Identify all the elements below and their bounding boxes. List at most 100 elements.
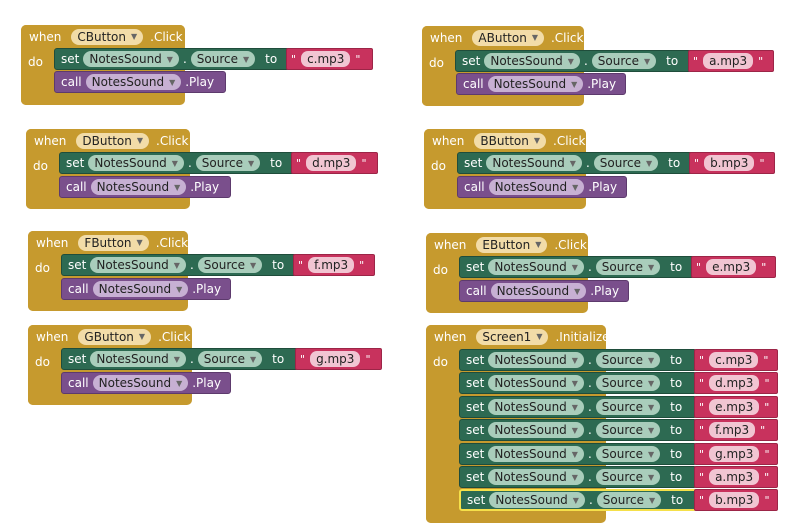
component-dropdown[interactable]: NotesSound ▼ [488,422,584,438]
text-block[interactable]: " f.mp3 " [293,254,375,276]
call-play-block[interactable]: call NotesSound ▼ .Play [456,73,626,95]
text-value[interactable]: d.mp3 [709,375,760,391]
property-dropdown[interactable]: Source ▼ [595,399,661,415]
text-value[interactable]: g.mp3 [310,351,361,367]
event-name: .Click [158,329,191,344]
text-value[interactable]: d.mp3 [306,155,357,171]
set-source-block[interactable]: set NotesSound ▼ . Source ▼ to [61,254,297,276]
text-block[interactable]: " g.mp3 " [295,348,382,370]
text-block[interactable]: " e.mp3 " [694,396,778,418]
text-block[interactable]: " e.mp3 " [691,256,776,278]
dropdown-arrow-icon: ▼ [571,472,578,482]
set-source-block[interactable]: set NotesSound ▼ . Source ▼ to [54,48,290,70]
property-dropdown[interactable]: Source ▼ [190,51,256,67]
set-source-block[interactable]: set NotesSound ▼ . Source ▼ to [455,50,692,72]
property-dropdown[interactable]: Source ▼ [197,351,263,367]
call-play-block[interactable]: call NotesSound ▼ .Play [61,278,231,300]
dot-label: . [187,156,192,170]
component-dropdown[interactable]: NotesSound ▼ [85,74,182,90]
text-block[interactable]: " b.mp3 " [694,489,778,511]
set-source-block[interactable]: set NotesSound ▼. Source ▼ to [459,396,697,418]
component-dropdown[interactable]: NotesSound ▼ [90,351,186,367]
set-source-block[interactable]: set NotesSound ▼. Source ▼ to [459,419,697,441]
component-dropdown[interactable]: BButton ▼ [474,132,547,149]
text-value[interactable]: a.mp3 [703,53,754,69]
component-dropdown[interactable]: NotesSound ▼ [488,179,585,195]
call-play-block[interactable]: call NotesSound ▼ .Play [54,71,226,93]
dot-label: . [587,423,592,437]
property-dropdown[interactable]: Source ▼ [595,352,661,368]
set-source-block[interactable]: set NotesSound ▼ . Source ▼ to [457,152,693,174]
component-dropdown[interactable]: NotesSound ▼ [484,53,580,69]
component-dropdown[interactable]: FButton ▼ [78,234,149,251]
component-dropdown[interactable]: GButton ▼ [78,328,152,345]
component-dropdown[interactable]: NotesSound ▼ [488,399,584,415]
text-value[interactable]: a.mp3 [709,469,760,485]
component-dropdown[interactable]: NotesSound ▼ [488,469,584,485]
property-dropdown[interactable]: Source ▼ [595,446,661,462]
set-source-block[interactable]: set NotesSound ▼. Source ▼ to [459,349,697,371]
set-source-block[interactable]: set NotesSound ▼. Source ▼ to [459,466,697,488]
text-block[interactable]: " d.mp3 " [694,372,778,394]
component-dropdown[interactable]: NotesSound ▼ [88,155,184,171]
text-block[interactable]: " g.mp3 " [694,443,778,465]
component-dropdown[interactable]: NotesSound ▼ [90,257,186,273]
text-value[interactable]: c.mp3 [709,352,759,368]
text-value[interactable]: b.mp3 [704,155,755,171]
component-dropdown[interactable]: NotesSound ▼ [488,352,584,368]
component-dropdown[interactable]: Screen1 ▼ [476,328,549,345]
quote-icon: " [759,156,765,170]
set-source-block[interactable]: set NotesSound ▼. Source ▼ to [459,489,697,511]
property-dropdown[interactable]: Source ▼ [591,53,657,69]
component-dropdown[interactable]: NotesSound ▼ [488,446,584,462]
component-dropdown[interactable]: EButton ▼ [476,236,548,253]
set-source-block[interactable]: set NotesSound ▼. Source ▼ to [459,372,697,394]
component-dropdown[interactable]: NotesSound ▼ [489,492,585,508]
property-dropdown[interactable]: Source ▼ [595,375,661,391]
text-value[interactable]: e.mp3 [706,259,757,275]
set-source-block[interactable]: set NotesSound ▼ . Source ▼ to [459,256,695,278]
text-value[interactable]: b.mp3 [709,492,760,508]
component-dropdown[interactable]: NotesSound ▼ [487,76,584,92]
property-dropdown[interactable]: Source ▼ [595,422,661,438]
text-value[interactable]: e.mp3 [709,399,760,415]
property-dropdown[interactable]: Source ▼ [596,492,662,508]
component-dropdown[interactable]: NotesSound ▼ [92,375,189,391]
property-dropdown[interactable]: Source ▼ [593,155,659,171]
component-dropdown[interactable]: NotesSound ▼ [486,155,582,171]
component-dropdown[interactable]: NotesSound ▼ [90,179,187,195]
set-source-block[interactable]: set NotesSound ▼. Source ▼ to [459,443,697,465]
property-dropdown[interactable]: Source ▼ [595,259,661,275]
text-block[interactable]: " f.mp3 " [694,419,778,441]
text-block[interactable]: " a.mp3 " [694,466,778,488]
component-dropdown[interactable]: DButton ▼ [76,132,150,149]
component-dropdown[interactable]: NotesSound ▼ [83,51,179,67]
text-value[interactable]: f.mp3 [709,422,756,438]
component-dropdown[interactable]: NotesSound ▼ [488,375,584,391]
property-dropdown[interactable]: Source ▼ [195,155,261,171]
text-block[interactable]: " a.mp3 " [688,50,774,72]
component-dropdown[interactable]: NotesSound ▼ [490,283,587,299]
text-value[interactable]: f.mp3 [308,257,355,273]
text-block[interactable]: " c.mp3 " [694,349,778,371]
to-label: to [670,400,683,414]
component-dropdown[interactable]: AButton ▼ [472,29,544,46]
text-value[interactable]: c.mp3 [301,51,351,67]
text-block[interactable]: " b.mp3 " [689,152,775,174]
call-play-block[interactable]: call NotesSound ▼ .Play [59,176,231,198]
set-source-block[interactable]: set NotesSound ▼ . Source ▼ to [61,348,299,370]
call-play-block[interactable]: call NotesSound ▼ .Play [459,280,629,302]
component-dropdown[interactable]: CButton ▼ [71,28,144,45]
property-dropdown[interactable]: Source ▼ [197,257,263,273]
call-play-block[interactable]: call NotesSound ▼ .Play [457,176,627,198]
do-label: do [35,261,50,275]
component-dropdown[interactable]: NotesSound ▼ [488,259,584,275]
text-block[interactable]: " d.mp3 " [291,152,378,174]
text-block[interactable]: " c.mp3 " [286,48,373,70]
property-dropdown[interactable]: Source ▼ [595,469,661,485]
component-dropdown[interactable]: NotesSound ▼ [92,281,189,297]
do-label: do [431,159,446,173]
call-play-block[interactable]: call NotesSound ▼ .Play [61,372,231,394]
text-value[interactable]: g.mp3 [709,446,760,462]
set-source-block[interactable]: set NotesSound ▼ . Source ▼ to [59,152,295,174]
